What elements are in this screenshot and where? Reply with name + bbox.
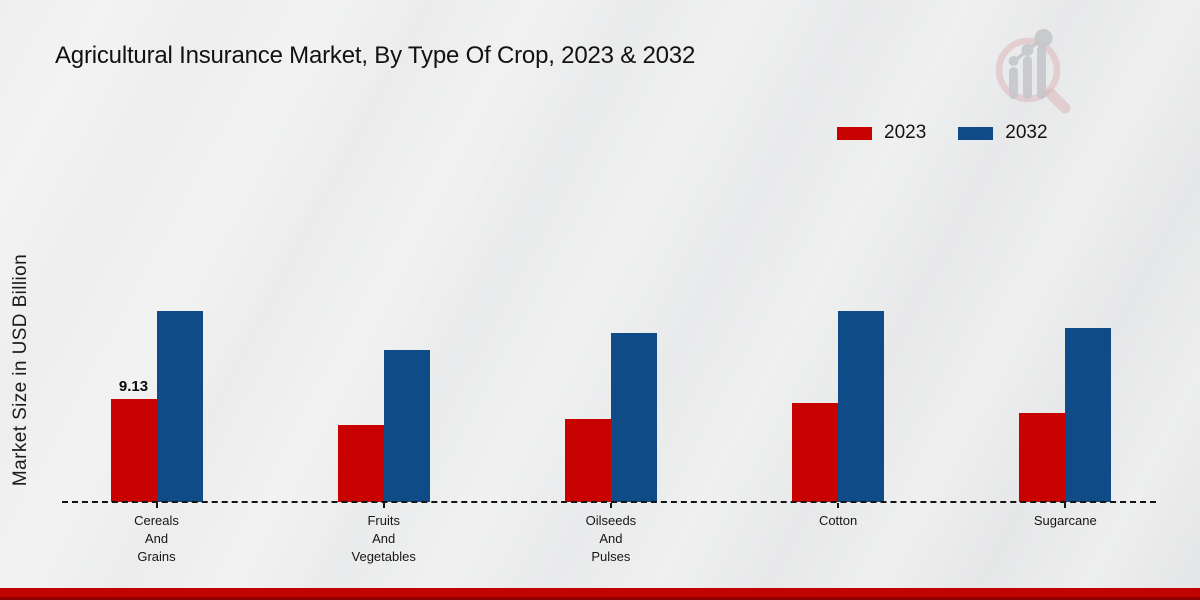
x-axis-tick-fruits-and-vegetables (382, 503, 385, 508)
x-axis-tick-oilseeds-and-pulses (609, 503, 612, 508)
x-axis-label-cotton: Cotton (818, 513, 858, 528)
x-axis-label-cereals-and-grains: Cereals And Grains (134, 513, 179, 564)
x-axis-tick-cotton (837, 503, 840, 508)
legend-item-2032: 2032 (958, 122, 1048, 144)
bar-2032-cotton (838, 311, 885, 502)
legend-label-2023: 2023 (884, 122, 927, 143)
chart-title: Agricultural Insurance Market, By Type O… (55, 42, 696, 69)
x-axis-label-oilseeds-and-pulses: Oilseeds And Pulses (585, 513, 637, 564)
legend-label-2032: 2032 (1005, 122, 1048, 143)
bar-value-label: 9.13 (118, 378, 149, 395)
bar-2023-cotton (792, 402, 839, 502)
bar-2032-oilseeds-and-pulses (610, 332, 657, 502)
bar-2023-oilseeds-and-pulses (564, 418, 611, 502)
legend-swatch-2032 (958, 126, 994, 140)
bar-2032-cereals-and-grains (156, 311, 203, 502)
y-axis-label: Market Size in USD Billion (10, 253, 31, 487)
x-axis-label-fruits-and-vegetables: Fruits And Vegetables (351, 513, 416, 564)
x-axis-baseline (62, 501, 1156, 503)
x-axis-tick-cereals-and-grains (155, 503, 158, 508)
legend: 2023 2032 (837, 122, 1048, 144)
bar-2032-fruits-and-vegetables (383, 349, 430, 502)
magnifier-bar-chart-logo-icon (995, 29, 1071, 114)
bar-2023-sugarcane (1019, 412, 1066, 502)
footer-accent-bar (0, 588, 1200, 600)
bar-2032-sugarcane (1065, 328, 1112, 502)
bar-2023-cereals-and-grains (110, 399, 157, 502)
legend-swatch-2023 (837, 126, 872, 140)
x-axis-label-sugarcane: Sugarcane (1033, 513, 1097, 528)
bar-2023-fruits-and-vegetables (337, 425, 384, 502)
x-axis-tick-sugarcane (1064, 503, 1067, 508)
legend-item-2023: 2023 (837, 122, 926, 144)
